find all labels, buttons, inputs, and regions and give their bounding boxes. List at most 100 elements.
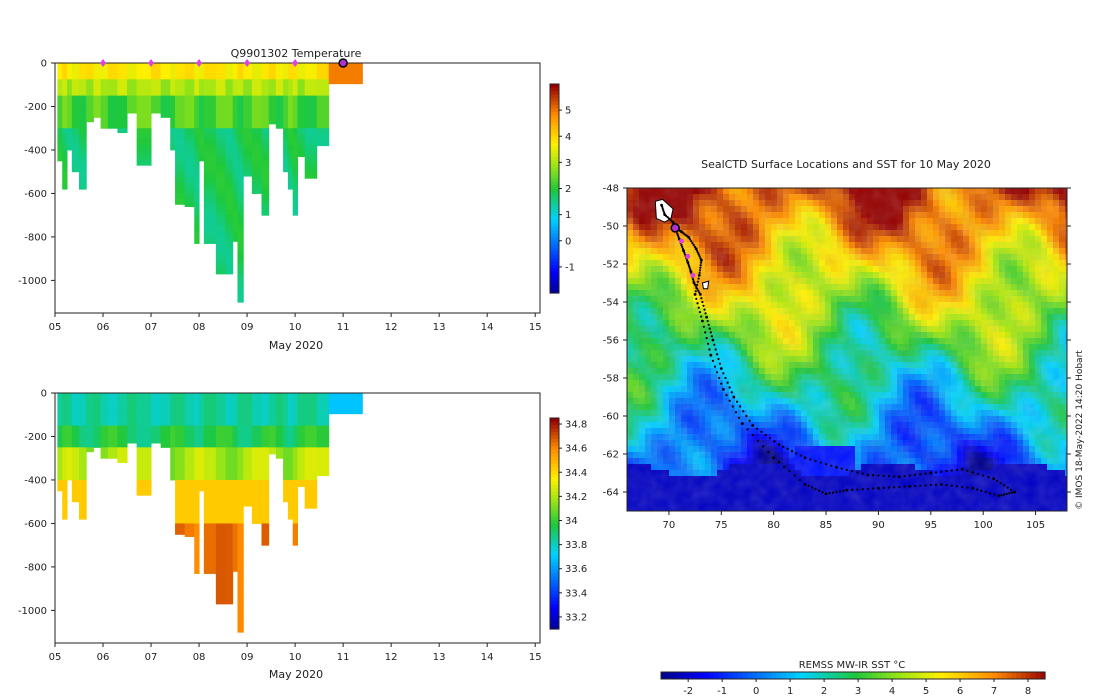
- colorbar-segment: [550, 456, 559, 461]
- colorbar-segment: [550, 428, 559, 433]
- profile-cell: [194, 90, 200, 97]
- profile-cell: [237, 452, 244, 459]
- profile-cell: [261, 139, 270, 146]
- profile-cell: [194, 160, 200, 167]
- profile-cell: [316, 398, 330, 405]
- profile-cell: [297, 425, 306, 432]
- profile-cell: [237, 111, 244, 118]
- profile-cell: [184, 490, 195, 497]
- profile-cell: [243, 479, 253, 486]
- x-tick-label: 10: [289, 652, 302, 663]
- profile-cell: [251, 106, 262, 113]
- colorbar-segment: [550, 484, 559, 489]
- x-tick-label: 10: [289, 322, 302, 333]
- profile-cell: [100, 73, 109, 80]
- profile-cell: [71, 144, 80, 151]
- profile-cell: [215, 490, 226, 497]
- profile-cell: [57, 106, 63, 113]
- profile-cell: [251, 144, 262, 151]
- colorbar-segment: [550, 607, 559, 613]
- profile-cell: [251, 63, 262, 69]
- profile-cell: [170, 144, 176, 151]
- profile-cell: [275, 106, 284, 113]
- profile-cell: [215, 144, 226, 151]
- profile-cell: [232, 398, 238, 405]
- profile-cell: [79, 63, 87, 69]
- profile-cell: [283, 414, 289, 421]
- profile-cell: [225, 474, 234, 481]
- profile-cell: [62, 139, 68, 146]
- colorbar-segment: [550, 146, 559, 151]
- profile-cell: [232, 534, 238, 541]
- profile-cell: [127, 409, 138, 416]
- profile-cell: [194, 63, 200, 69]
- profile-cell: [71, 95, 80, 102]
- sst-map-panel: SealCTD Surface Locations and SST for 10…: [603, 158, 1085, 697]
- profile-cell: [79, 447, 87, 454]
- profile-cell: [194, 242, 200, 244]
- profile-cell: [100, 425, 109, 432]
- profile-cell: [107, 393, 118, 399]
- profile-cell: [79, 507, 87, 514]
- profile-cell: [194, 188, 200, 194]
- profile-cell: [304, 496, 318, 503]
- profile-cell: [215, 539, 226, 546]
- profile-cell: [304, 73, 318, 80]
- y-tick-label: 0: [41, 389, 47, 400]
- profile-cell: [237, 247, 244, 254]
- profile-cell: [225, 215, 234, 222]
- profile-cell: [107, 84, 118, 91]
- colorbar-segment: [550, 502, 559, 507]
- profile-cell: [215, 447, 226, 454]
- colorbar-segment: [550, 237, 559, 242]
- profile-cell: [243, 101, 253, 107]
- profile-cell: [170, 117, 176, 124]
- profile-cell: [268, 117, 277, 124]
- profile-cell: [62, 501, 68, 508]
- profile-cell: [237, 577, 244, 584]
- profile-cell: [261, 463, 270, 470]
- colorbar-segment: [550, 460, 559, 465]
- profile-cell: [57, 95, 63, 102]
- profile-cell: [237, 198, 244, 205]
- profile-cell: [71, 414, 80, 421]
- profile-cell: [237, 220, 244, 227]
- profile-cell: [304, 474, 318, 481]
- profile-cell: [251, 414, 262, 421]
- profile-cell: [194, 518, 200, 524]
- profile-cell: [57, 144, 63, 151]
- profile-cell: [86, 101, 94, 107]
- profile-cell: [79, 84, 87, 91]
- profile-cell: [127, 111, 138, 114]
- colorbar-segment: [550, 160, 559, 165]
- temperature-plot-area: [57, 63, 363, 303]
- profile-cell: [292, 441, 298, 448]
- profile-cell: [261, 512, 270, 519]
- profile-cell: [237, 512, 244, 519]
- profile-cell: [232, 198, 238, 205]
- profile-cell: [170, 436, 176, 443]
- profile-cell: [304, 425, 318, 432]
- profile-cell: [199, 420, 205, 427]
- profile-cell: [203, 166, 217, 173]
- profile-cell: [184, 403, 195, 410]
- profile-cell: [184, 447, 195, 454]
- x-tick-label: 15: [529, 322, 542, 333]
- profile-cell: [203, 182, 217, 189]
- profile-cell: [292, 420, 298, 427]
- profile-cell: [225, 545, 234, 552]
- profile-cell: [203, 469, 217, 476]
- profile-cell: [117, 111, 128, 118]
- profile-cell: [261, 111, 270, 118]
- profile-cell: [215, 518, 226, 524]
- profile-cell: [199, 436, 205, 443]
- profile-cell: [184, 73, 195, 80]
- profile-cell: [203, 496, 217, 503]
- colorbar-segment: [550, 286, 559, 291]
- profile-cell: [283, 463, 289, 470]
- profile-cell: [79, 90, 87, 97]
- colorbar-segment: [550, 125, 559, 130]
- profile-cell: [170, 90, 176, 97]
- profile-cell: [225, 583, 234, 590]
- profile-cell: [251, 447, 262, 454]
